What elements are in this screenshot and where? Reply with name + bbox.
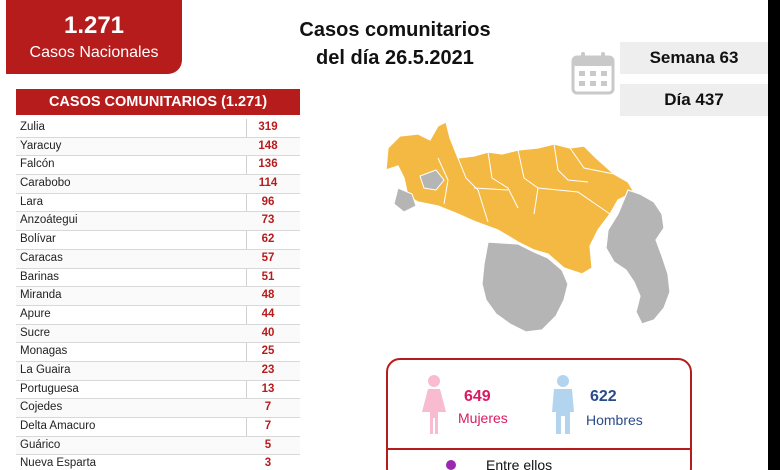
gender-panel-divider <box>388 448 690 450</box>
title-line-2: del día 26.5.2021 <box>316 47 474 69</box>
state-name: Zulia <box>20 121 45 133</box>
national-cases-count: 1.271 <box>63 12 125 39</box>
case-count: 148 <box>258 139 278 152</box>
table-row: Zulia 319 <box>16 119 300 138</box>
state-name: Falcón <box>20 158 55 171</box>
woman-icon <box>422 375 446 434</box>
case-count: 62 <box>261 233 275 246</box>
table-row: Portuguesa 13 <box>16 381 300 400</box>
state-name: Apure <box>20 307 51 320</box>
bullet-dot <box>446 460 456 470</box>
state-name: Carabobo <box>20 177 71 190</box>
case-count: 7 <box>264 420 272 432</box>
state-name: Delta Amacuro <box>20 420 96 432</box>
table-row: Barinas 51 <box>16 269 300 288</box>
men-count: 622 <box>590 388 617 405</box>
case-count: 5 <box>264 438 272 451</box>
women-label: Mujeres <box>458 410 508 426</box>
table-row: La Guaira 23 <box>16 361 300 381</box>
case-count: 23 <box>261 363 275 376</box>
table-row: Lara 96 <box>16 194 300 213</box>
case-count: 57 <box>261 251 275 264</box>
case-count: 114 <box>258 177 278 190</box>
state-name: Caracas <box>20 251 63 264</box>
case-count: 3 <box>264 457 272 470</box>
case-count: 136 <box>258 158 278 171</box>
map-unaffected-east <box>605 189 671 325</box>
case-count: 40 <box>261 326 275 339</box>
day-label: Día 437 <box>620 84 768 116</box>
table-row: Falcón 136 <box>16 156 300 176</box>
table-row: Nueva Esparta 3 <box>16 455 300 470</box>
national-cases-badge: 1.271 Casos Nacionales <box>6 0 182 74</box>
title-line-1: Casos comunitarios <box>299 19 491 41</box>
cases-table-title: CASOS COMUNITARIOS (1.271) <box>16 89 300 115</box>
case-count: 7 <box>264 401 272 414</box>
map-unaffected-northwest <box>419 169 445 191</box>
case-count: 319 <box>258 121 278 133</box>
map-unaffected-west <box>393 187 417 213</box>
case-count: 96 <box>261 195 275 208</box>
case-count: 73 <box>261 214 275 227</box>
state-name: Nueva Esparta <box>20 457 97 470</box>
national-cases-label: Casos Nacionales <box>29 44 159 61</box>
table-row: Delta Amacuro 7 <box>16 418 300 437</box>
cases-table: Zulia 319 Yaracuy 148 Falcón 136 Carabobo 114 La… <box>16 119 300 470</box>
state-name: Guárico <box>20 438 61 451</box>
table-row: Carabobo 114 <box>16 175 300 194</box>
table-row: Guárico 5 <box>16 436 300 456</box>
week-label: Semana 63 <box>620 42 768 74</box>
men-label: Hombres <box>586 412 643 428</box>
table-row: Monagas 25 <box>16 343 300 362</box>
state-name: Monagas <box>20 345 68 358</box>
state-name: Miranda <box>20 289 62 302</box>
case-count: 44 <box>261 307 275 320</box>
state-name: La Guaira <box>20 363 71 376</box>
calendar-icon <box>571 52 615 95</box>
map-unaffected-south <box>481 241 569 333</box>
state-name: Bolívar <box>20 233 56 246</box>
among-label: Entre ellos <box>486 457 553 470</box>
state-name: Portuguesa <box>20 382 79 395</box>
state-name: Cojedes <box>20 401 63 414</box>
table-row: Cojedes 7 <box>16 399 300 418</box>
table-row: Yaracuy 148 <box>16 137 300 157</box>
state-name: Anzoátegui <box>20 214 78 227</box>
table-row: Caracas 57 <box>16 249 300 269</box>
table-row: Apure 44 <box>16 306 300 325</box>
women-count: 649 <box>464 388 491 405</box>
man-icon <box>552 375 574 434</box>
page-title: Casos comunitarios del día 26.5.2021 <box>270 16 520 72</box>
table-row: Sucre 40 <box>16 324 300 344</box>
state-name: Barinas <box>20 270 59 283</box>
state-name: Yaracuy <box>20 139 62 152</box>
case-count: 25 <box>261 345 275 358</box>
case-count: 48 <box>261 289 275 302</box>
state-name: Lara <box>20 195 44 208</box>
table-row: Anzoátegui 73 <box>16 212 300 232</box>
state-name: Sucre <box>20 326 51 339</box>
venezuela-map <box>385 121 671 333</box>
table-row: Bolívar 62 <box>16 231 300 250</box>
case-count: 13 <box>261 382 275 395</box>
gender-panel: 649 Mujeres 622 Hombres Entre ellos <box>386 358 692 470</box>
table-row: Miranda 48 <box>16 287 300 306</box>
case-count: 51 <box>261 270 275 283</box>
